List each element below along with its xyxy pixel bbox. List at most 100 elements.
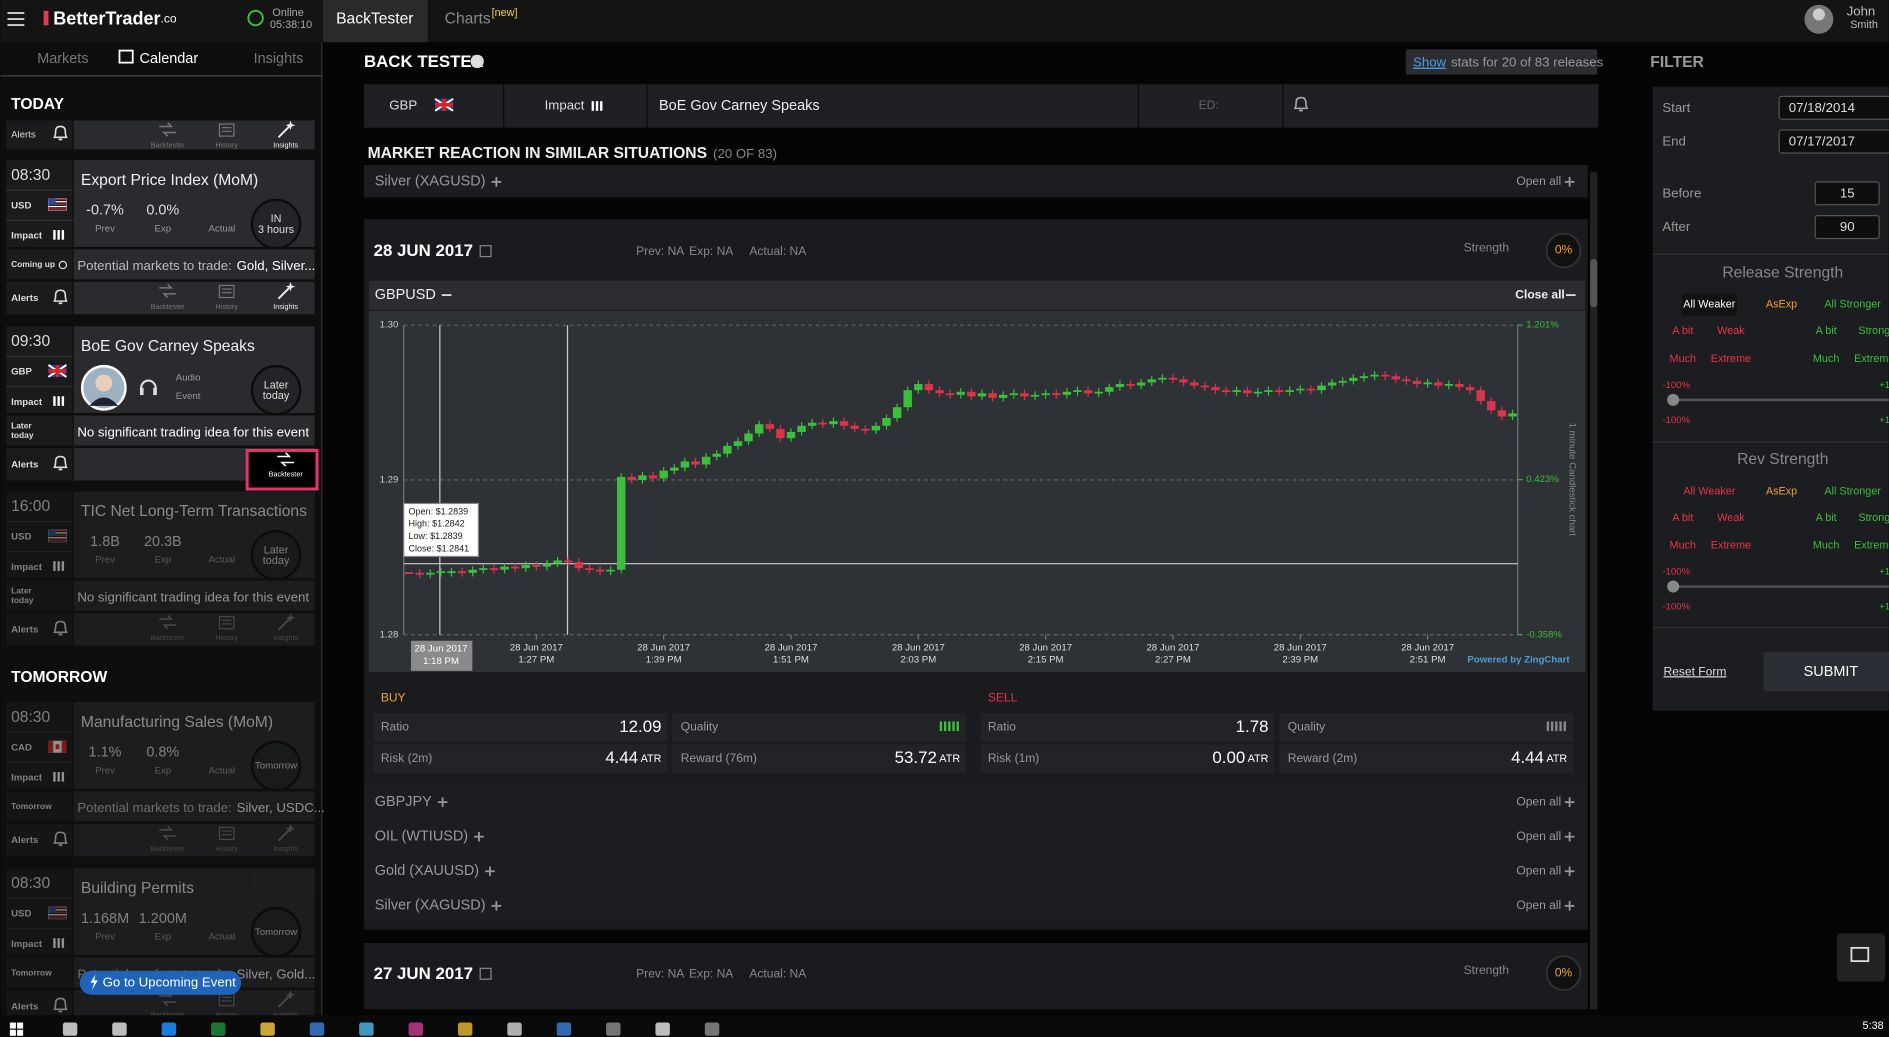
strength-option[interactable]: All Weaker — [1683, 485, 1736, 497]
candle — [1444, 384, 1454, 386]
quality-icon — [956, 721, 959, 732]
open-all[interactable]: Open all — [1516, 898, 1561, 912]
nav-item[interactable]: Insights — [254, 51, 304, 67]
event-title[interactable]: BoE Gov Carney Speaks — [81, 338, 255, 355]
asset-name[interactable]: GBPUSD — [375, 287, 436, 303]
row-label: Tomorrow — [11, 801, 52, 811]
tab[interactable]: BackTester — [336, 10, 413, 27]
tool-label[interactable]: History — [215, 633, 238, 642]
flag-icon — [48, 198, 67, 200]
goto-button-label[interactable]: Go to Upcoming Event — [103, 974, 236, 989]
taskbar — [0, 1015, 1889, 1037]
show-link[interactable]: Show — [1413, 54, 1447, 69]
tool-label[interactable]: Insights — [273, 1010, 298, 1019]
tool-label[interactable]: Insights — [273, 141, 298, 150]
asset-name[interactable]: GBPJPY — [375, 794, 432, 810]
strength-option[interactable]: Much — [1670, 353, 1696, 365]
tab[interactable]: Charts — [445, 10, 491, 27]
strength-option[interactable]: All Weaker — [1683, 299, 1736, 311]
impact-icon — [61, 230, 65, 240]
input-value[interactable]: 07/17/2017 — [1789, 134, 1855, 149]
strength-option[interactable]: Extreme — [1854, 539, 1889, 551]
impact-icon — [57, 396, 60, 406]
open-all[interactable]: Open all — [1516, 863, 1561, 877]
slider-knob[interactable] — [1667, 580, 1680, 593]
strength-option[interactable]: Extreme — [1854, 353, 1889, 365]
open-all[interactable]: Open all — [1516, 829, 1561, 843]
tool-label[interactable]: Insights — [273, 302, 298, 311]
strength-option[interactable]: AsExp — [1766, 299, 1797, 311]
tool-label[interactable]: History — [215, 844, 238, 853]
brand[interactable]: BetterTrader.co — [53, 8, 177, 28]
strength-option[interactable]: A bit — [1816, 512, 1837, 524]
menu-icon — [7, 24, 25, 27]
insights-icon — [285, 120, 296, 131]
impact-label: Impact — [11, 562, 43, 573]
candle — [500, 566, 509, 570]
chart-credit: Powered by ZingChart — [1467, 655, 1570, 666]
strength-option[interactable]: Extreme — [1711, 539, 1751, 551]
submit-label[interactable]: SUBMIT — [1804, 664, 1859, 680]
strength-option[interactable]: Strong — [1858, 325, 1889, 337]
impact-label: Impact — [11, 397, 43, 408]
stat-label: Actual — [208, 223, 235, 234]
close-all[interactable]: Close all — [1515, 287, 1564, 301]
event-title[interactable]: Export Price Index (MoM) — [81, 172, 258, 189]
strength-option[interactable]: AsExp — [1766, 485, 1797, 497]
nav-item[interactable]: Calendar — [140, 51, 199, 67]
title: MARKET REACTION IN SIMILAR SITUATIONS — [368, 145, 707, 162]
input-value[interactable]: 15 — [1840, 185, 1855, 200]
tool-label[interactable]: Backtester — [269, 469, 304, 478]
tool-label[interactable]: Backtester — [151, 1010, 186, 1019]
strength-option[interactable]: A bit — [1672, 512, 1693, 524]
strength-option[interactable]: Weak — [1717, 325, 1745, 337]
nav-item[interactable]: Markets — [37, 51, 88, 67]
countdown: Tomorrow — [255, 927, 297, 938]
reset-link[interactable]: Reset Form — [1664, 664, 1727, 678]
asset-name[interactable]: Silver (XAGUSD) — [375, 898, 486, 914]
slider-knob[interactable] — [1667, 393, 1680, 406]
impact-icon — [57, 772, 60, 782]
strength-option[interactable]: Much — [1670, 539, 1696, 551]
input-value[interactable]: 90 — [1840, 219, 1855, 234]
open-all[interactable]: Open all — [1516, 174, 1561, 188]
open-all[interactable]: Open all — [1516, 794, 1561, 808]
strength-option[interactable]: Much — [1813, 539, 1839, 551]
range-label: -100% — [1662, 567, 1690, 578]
strength-option[interactable]: Much — [1813, 353, 1839, 365]
strength-option[interactable]: All Stronger — [1824, 299, 1881, 311]
tool-label[interactable]: History — [215, 302, 238, 311]
candle — [1402, 379, 1411, 382]
input-value[interactable]: 07/18/2014 — [1789, 100, 1855, 115]
event-title[interactable]: Manufacturing Sales (MoM) — [81, 714, 273, 731]
strength-option[interactable]: All Stronger — [1824, 485, 1881, 497]
asset-name[interactable]: OIL (WTIUSD) — [375, 829, 468, 845]
card-cell — [73, 613, 315, 646]
tool-label[interactable]: History — [215, 141, 238, 150]
cursor-label: 28 Jun 2017 — [415, 644, 468, 655]
tool-label[interactable]: Backtester — [151, 844, 186, 853]
event-title[interactable]: TIC Net Long-Term Transactions — [81, 503, 307, 520]
tool-label[interactable]: Backtester — [151, 141, 186, 150]
asset-name[interactable]: Silver (XAGUSD) — [375, 174, 486, 190]
countdown-badge — [250, 364, 302, 416]
countdown: Later — [264, 544, 289, 556]
event-title[interactable]: Building Permits — [81, 880, 194, 897]
strength-option[interactable]: A bit — [1672, 325, 1693, 337]
asset-name[interactable]: Gold (XAUUSD) — [375, 863, 479, 879]
tool-label[interactable]: History — [215, 1010, 238, 1019]
strength-option[interactable]: A bit — [1816, 325, 1837, 337]
strength-option[interactable]: Strong — [1858, 512, 1889, 524]
insights-icon — [277, 829, 290, 842]
tool-label[interactable]: Insights — [273, 844, 298, 853]
user-name: John — [1847, 4, 1876, 19]
candle — [754, 424, 764, 434]
strength-option[interactable]: Extreme — [1711, 353, 1751, 365]
flag-icon — [48, 529, 56, 536]
tool-label[interactable]: Insights — [273, 633, 298, 642]
strength-option[interactable]: Weak — [1717, 512, 1745, 524]
tool-label[interactable]: Backtester — [151, 302, 186, 311]
candle — [1274, 390, 1284, 393]
tool-label[interactable]: Backtester — [151, 633, 186, 642]
candle — [1412, 380, 1422, 385]
